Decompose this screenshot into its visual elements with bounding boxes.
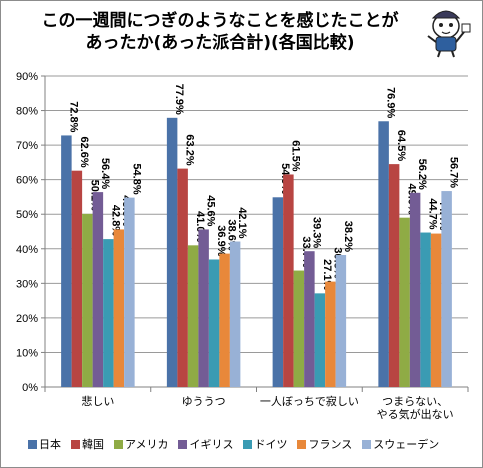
category-label: 一人ぼっちで寂しい: [260, 394, 359, 408]
legend-swatch: [28, 439, 37, 449]
y-tick-label: 80%: [16, 106, 38, 118]
bar: [61, 135, 72, 387]
data-label: 45.6%: [205, 195, 217, 226]
bar: [283, 174, 294, 387]
bar: [314, 293, 326, 387]
title-line-1: この一週間につぎのようなことを感じたことが: [41, 11, 399, 31]
data-label: 61.5%: [289, 140, 301, 171]
legend-item: 韓国: [71, 436, 104, 452]
legend-label: フランス: [308, 438, 353, 451]
bar: [420, 232, 431, 387]
data-label: 36.9%: [215, 225, 227, 256]
legend-label: ドイツ: [254, 438, 288, 451]
data-label: 72.8%: [67, 101, 79, 132]
legend-item: イギリス: [178, 436, 233, 452]
data-label: 63.2%: [184, 134, 196, 165]
bar: [378, 121, 389, 388]
bar: [82, 213, 93, 387]
y-tick-label: 0%: [22, 382, 38, 394]
legend-label: スウェーデン: [373, 438, 440, 451]
data-label: 77.9%: [173, 84, 185, 115]
legend-swatch: [243, 439, 253, 449]
data-label: 64.5%: [395, 130, 407, 161]
legend-label: アメリカ: [125, 438, 169, 451]
bar: [293, 270, 305, 387]
bar: [229, 241, 241, 387]
legend-label: 韓国: [82, 438, 104, 451]
data-label: 42.8%: [109, 205, 121, 236]
legend-swatch: [297, 439, 307, 449]
y-tick-label: 10%: [16, 347, 38, 359]
data-label: 54.8%: [130, 163, 142, 194]
data-label: 56.7%: [448, 157, 460, 188]
data-label: 76.9%: [385, 87, 397, 118]
category-label: つまらない、: [382, 395, 448, 408]
y-tick-label: 50%: [16, 209, 38, 221]
y-tick-label: 20%: [16, 313, 38, 325]
bar: [388, 164, 400, 387]
category-label: やる気が出ない: [377, 407, 454, 421]
bar: [124, 197, 135, 387]
legend: 日本 韓国 アメリカ イギリス ドイツ フランス スウェーデン: [28, 436, 439, 452]
bar: [325, 281, 336, 387]
legend-item: 日本: [28, 436, 61, 452]
data-label: 62.6%: [78, 136, 90, 167]
category-label: 悲しい: [81, 394, 114, 408]
legend-label: イギリス: [189, 438, 234, 451]
y-tick-label: 70%: [16, 140, 38, 152]
data-label: 39.3%: [310, 217, 322, 248]
bar: [441, 191, 452, 387]
bar: [177, 168, 188, 387]
bar: [166, 117, 178, 387]
bar: [92, 192, 104, 387]
data-label: 56.2%: [416, 159, 428, 190]
legend-item: フランス: [297, 436, 352, 452]
bar: [113, 229, 125, 387]
bar: [219, 253, 230, 387]
chart-title: この一週間につぎのようなことを感じたことが あったか(あった派合計)(各国比較): [40, 10, 400, 54]
data-label: 42.1%: [236, 207, 248, 238]
legend-item: スウェーデン: [362, 436, 439, 452]
y-tick-label: 30%: [16, 278, 38, 290]
bar: [335, 254, 347, 387]
bar: [71, 170, 83, 387]
bar: [304, 251, 315, 387]
title-line-2: あったか(あった派合計)(各国比較): [85, 33, 355, 53]
y-tick-label: 90%: [16, 71, 38, 83]
legend-swatch: [178, 439, 188, 449]
mascot-logo: [427, 10, 471, 58]
bar: [272, 197, 284, 387]
bar: [103, 239, 114, 387]
legend-label: 日本: [39, 438, 61, 451]
legend-swatch: [114, 439, 123, 449]
bar: [198, 229, 209, 387]
category-label: ゆううつ: [182, 395, 226, 408]
data-label: 56.4%: [99, 158, 111, 189]
y-tick-label: 40%: [16, 244, 38, 256]
bar: [187, 245, 199, 387]
data-label: 44.7%: [427, 198, 439, 229]
bar: [399, 217, 410, 387]
legend-swatch: [71, 439, 80, 449]
data-label: 38.2%: [342, 221, 354, 252]
legend-item: ドイツ: [243, 436, 287, 452]
legend-item: アメリカ: [114, 436, 168, 452]
legend-swatch: [362, 439, 372, 449]
y-tick-label: 60%: [16, 175, 38, 187]
bar: [208, 259, 220, 387]
bar: [430, 233, 442, 387]
bar: [409, 192, 421, 387]
